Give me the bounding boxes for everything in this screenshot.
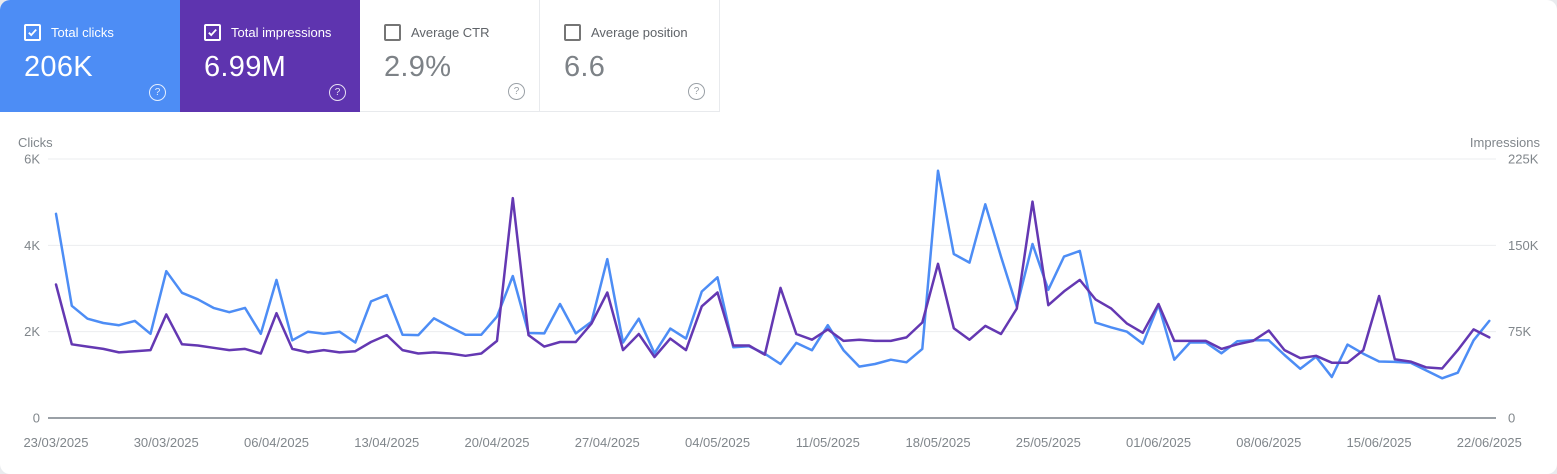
clicks-line [54,169,1491,380]
help-icon[interactable]: ? [329,84,346,101]
x-axis-date-label: 11/05/2025 [796,435,860,450]
card-value: 6.6 [564,51,606,83]
checkmark-icon [28,28,37,37]
card-value: 6.99M [204,51,287,83]
total-impressions-checkbox[interactable] [204,24,221,41]
card-value: 2.9% [384,51,452,83]
total-clicks-checkbox[interactable] [24,24,41,41]
x-axis-date-label: 25/05/2025 [1016,435,1081,450]
x-axis-date-label: 27/04/2025 [575,435,640,450]
y-left-tick-label: 4K [24,238,40,253]
y-left-axis-title: Clicks [18,135,53,150]
help-icon[interactable]: ? [149,84,166,101]
chart-canvas: Clicks Impressions 6K 225K 4K 150K 2K 75K 0 0 23/0… [18,135,1541,450]
card-head: Total clicks [0,0,180,41]
total-clicks-card[interactable]: Total clicks 206K ? [0,0,180,112]
y-right-tick-label: 225K [1508,152,1539,167]
card-head: Total impressions [180,0,360,41]
average-position-checkbox[interactable] [564,24,581,41]
x-axis-date-label: 08/06/2025 [1236,435,1301,450]
average-ctr-checkbox[interactable] [384,24,401,41]
total-impressions-card[interactable]: Total impressions 6.99M ? [180,0,360,112]
average-position-card[interactable]: Average position 6.6 ? [540,0,720,112]
help-icon[interactable]: ? [688,83,705,100]
checkmark-icon [208,28,217,37]
x-axis-date-label: 20/04/2025 [464,435,529,450]
card-head: Average position [540,0,719,41]
x-axis-date-label: 18/05/2025 [905,435,970,450]
y-right-tick-label: 75K [1508,324,1531,339]
performance-chart: Clicks Impressions 6K 225K 4K 150K 2K 75K 0 0 23/0… [0,113,1557,474]
y-left-tick-label: 0 [33,411,40,426]
x-axis-date-label: 22/06/2025 [1457,435,1522,450]
x-axis-date-label: 23/03/2025 [23,435,88,450]
y-right-tick-label: 150K [1508,238,1539,253]
card-value: 206K [24,51,93,83]
x-axis-date-label: 13/04/2025 [354,435,419,450]
y-left-tick-label: 6K [24,152,40,167]
card-label: Total impressions [231,25,332,40]
x-axis-date-label: 15/06/2025 [1347,435,1412,450]
card-head: Average CTR [360,0,539,41]
average-ctr-card[interactable]: Average CTR 2.9% ? [360,0,540,112]
x-axis-date-label: 30/03/2025 [134,435,199,450]
x-axis-date-label: 04/05/2025 [685,435,750,450]
x-axis-date-label: 06/04/2025 [244,435,309,450]
card-label: Average CTR [411,25,490,40]
help-icon[interactable]: ? [508,83,525,100]
card-label: Total clicks [51,25,114,40]
y-left-tick-label: 2K [24,324,40,339]
y-right-tick-label: 0 [1508,411,1515,426]
x-axis-date-label: 01/06/2025 [1126,435,1191,450]
card-label: Average position [591,25,688,40]
impressions-line [54,196,1491,370]
metric-cards-row: Total clicks 206K ? Total impressions 6.… [0,0,720,112]
y-right-axis-title: Impressions [1470,135,1541,150]
